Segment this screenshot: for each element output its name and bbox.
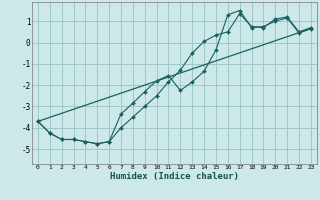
- X-axis label: Humidex (Indice chaleur): Humidex (Indice chaleur): [110, 172, 239, 181]
